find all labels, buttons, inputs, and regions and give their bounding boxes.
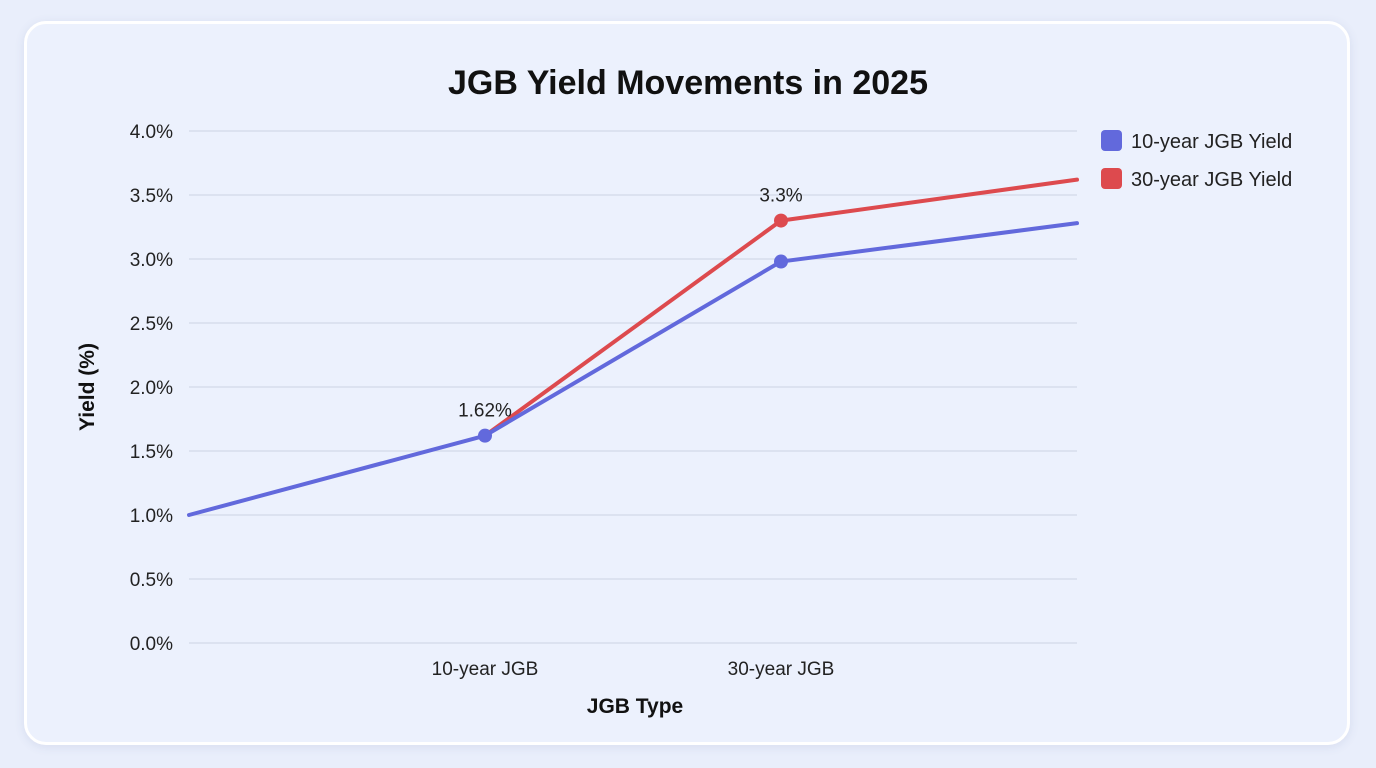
y-tick-label: 1.5% <box>130 442 173 463</box>
y-tick-label: 0.0% <box>130 634 173 655</box>
y-tick-labels: 0.0% 0.5% 1.0% 1.5% 2.0% 2.5% 3.0% 3.5% 4.0% <box>130 122 173 655</box>
legend-swatch <box>1101 168 1122 189</box>
data-labels: 1.62% 3.3% <box>458 186 803 422</box>
y-axis-title: Yield (%) <box>76 343 99 431</box>
y-tick-label: 4.0% <box>130 122 173 143</box>
legend-label: 10-year JGB Yield <box>1131 131 1292 153</box>
y-tick-label: 1.0% <box>130 506 173 527</box>
gridlines <box>189 130 1077 644</box>
legend-swatch <box>1101 130 1122 151</box>
legend-label: 30-year JGB Yield <box>1131 169 1292 191</box>
data-label: 1.62% <box>458 401 512 422</box>
x-tick-label: 10-year JGB <box>432 659 539 680</box>
x-tick-label: 30-year JGB <box>728 659 835 680</box>
y-tick-label: 3.0% <box>130 250 173 271</box>
x-axis-title: JGB Type <box>587 695 683 718</box>
data-point-marker <box>478 428 492 443</box>
data-point-marker <box>774 213 788 228</box>
series-markers <box>478 213 788 443</box>
line-chart: JGB Yield Movements in 2025 0.0% 0.5% 1.0%… <box>76 64 1292 718</box>
y-tick-label: 2.5% <box>130 314 173 335</box>
data-point-marker <box>774 254 788 269</box>
chart-card: JGB Yield Movements in 2025 0.0% 0.5% 1.0%… <box>24 21 1350 745</box>
x-tick-labels: 10-year JGB 30-year JGB <box>432 659 835 680</box>
y-tick-label: 2.0% <box>130 378 173 399</box>
y-tick-label: 0.5% <box>130 570 173 591</box>
data-label: 3.3% <box>759 186 802 207</box>
y-tick-label: 3.5% <box>130 186 173 207</box>
chart-title: JGB Yield Movements in 2025 <box>448 64 928 102</box>
series-lines <box>187 177 1079 517</box>
legend: 10-year JGB Yield 30-year JGB Yield <box>1101 130 1292 191</box>
series-line-1 <box>187 221 1079 517</box>
